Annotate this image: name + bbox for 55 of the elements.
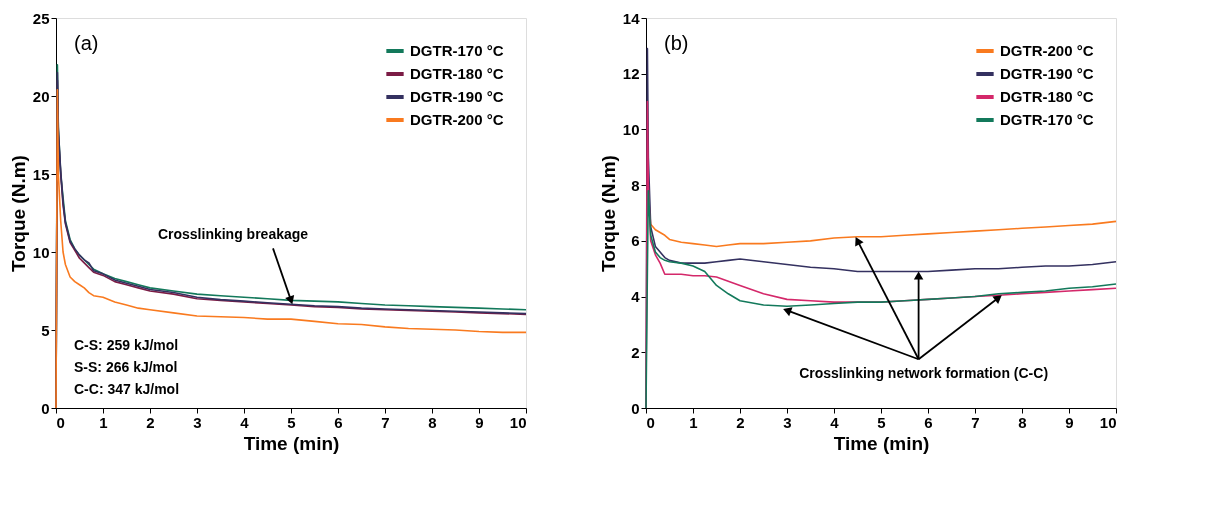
- x-tick-label: 9: [475, 413, 484, 431]
- y-tick-label: 12: [622, 65, 640, 83]
- x-tick-label: 3: [193, 413, 202, 431]
- x-tick-label: 5: [287, 413, 296, 431]
- y-tick-label: 8: [631, 176, 640, 194]
- y-axis-title: Torque (N.m): [7, 155, 29, 272]
- x-tick-label: 1: [99, 413, 108, 431]
- y-tick-label: 10: [32, 243, 50, 261]
- x-tick-label: 0: [646, 413, 655, 431]
- legend-label: DGTR-190 °C: [1000, 65, 1094, 82]
- x-tick-label: 3: [783, 413, 792, 431]
- legend-label: DGTR-180 °C: [410, 65, 504, 82]
- annotation: (a): [74, 32, 99, 54]
- x-tick-label: 4: [830, 413, 840, 431]
- x-axis-title: Time (min): [243, 432, 340, 454]
- y-axis-title: Torque (N.m): [597, 155, 619, 272]
- legend-label: DGTR-200 °C: [1000, 42, 1094, 59]
- x-tick-label: 5: [877, 413, 886, 431]
- y-tick-label: 5: [41, 321, 50, 339]
- x-tick-label: 10: [1099, 413, 1117, 431]
- x-tick-label: 9: [1065, 413, 1074, 431]
- y-tick-label: 10: [622, 120, 640, 138]
- x-tick-label: 6: [924, 413, 933, 431]
- x-tick-label: 7: [381, 413, 390, 431]
- x-tick-label: 2: [146, 413, 155, 431]
- legend-label: DGTR-200 °C: [410, 111, 504, 128]
- annotation: Crosslinking breakage: [157, 226, 309, 243]
- y-tick-label: 4: [631, 288, 641, 306]
- annotation: S-S: 266 kJ/mol: [74, 359, 178, 375]
- x-tick-label: 6: [334, 413, 343, 431]
- x-tick-label: 8: [428, 413, 437, 431]
- legend-label: DGTR-170 °C: [1000, 111, 1094, 128]
- x-tick-label: 0: [56, 413, 65, 431]
- x-tick-label: 8: [1018, 413, 1027, 431]
- x-tick-label: 4: [240, 413, 250, 431]
- x-tick-label: 7: [971, 413, 980, 431]
- legend-label: DGTR-180 °C: [1000, 88, 1094, 105]
- y-tick-label: 2: [631, 343, 640, 361]
- legend-label: DGTR-190 °C: [410, 88, 504, 105]
- y-tick-label: 14: [622, 9, 641, 27]
- y-tick-label: 20: [32, 87, 50, 105]
- annotation: Crosslinking network formation (C-C): [799, 365, 1049, 382]
- x-tick-label: 1: [689, 413, 698, 431]
- y-tick-label: 0: [631, 399, 640, 417]
- legend-label: DGTR-170 °C: [410, 42, 504, 59]
- y-tick-label: 6: [631, 232, 640, 250]
- annotation: (b): [664, 32, 689, 54]
- annotation: C-S: 259 kJ/mol: [74, 337, 179, 353]
- x-axis-title: Time (min): [833, 432, 930, 454]
- y-tick-label: 0: [41, 399, 50, 417]
- y-tick-label: 25: [32, 9, 50, 27]
- x-tick-label: 2: [736, 413, 745, 431]
- annotation: C-C: 347 kJ/mol: [74, 381, 180, 397]
- y-tick-label: 15: [32, 165, 50, 183]
- x-tick-label: 10: [509, 413, 527, 431]
